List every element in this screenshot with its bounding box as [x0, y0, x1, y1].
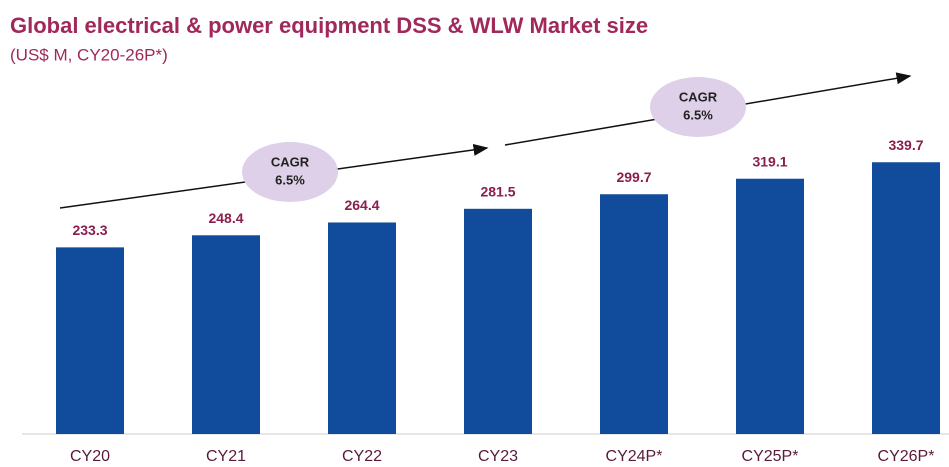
value-label: 319.1 — [752, 153, 787, 169]
x-tick-label: CY20 — [70, 448, 110, 465]
annotation: 6.5% — [683, 107, 713, 122]
bar — [600, 194, 668, 434]
x-tick-label: CY23 — [478, 448, 518, 465]
value-label: 339.7 — [888, 137, 923, 153]
bar — [192, 235, 260, 434]
value-label: 233.3 — [72, 222, 107, 238]
chart-title: Global electrical & power equipment DSS … — [10, 13, 648, 38]
bar — [736, 178, 804, 434]
cagr-bubble — [650, 77, 746, 137]
value-label: 264.4 — [344, 197, 379, 213]
x-tick-label: CY26P* — [878, 448, 935, 465]
bar — [872, 162, 940, 435]
annotation: CAGR — [271, 154, 310, 169]
annotation: CAGR — [679, 89, 718, 104]
annotation: 6.5% — [275, 172, 305, 187]
x-tick-label: CY24P* — [606, 448, 663, 465]
bar — [464, 208, 532, 434]
x-tick-label: CY21 — [206, 448, 246, 465]
bar — [328, 222, 396, 434]
x-tick-label: CY25P* — [742, 448, 799, 465]
value-label: 248.4 — [208, 210, 243, 226]
chart-subtitle: (US$ M, CY20-26P*) — [10, 45, 168, 64]
bar — [56, 247, 124, 434]
cagr-bubble — [242, 142, 338, 202]
value-label: 299.7 — [616, 169, 651, 185]
x-tick-label: CY22 — [342, 448, 382, 465]
value-label: 281.5 — [480, 184, 515, 200]
